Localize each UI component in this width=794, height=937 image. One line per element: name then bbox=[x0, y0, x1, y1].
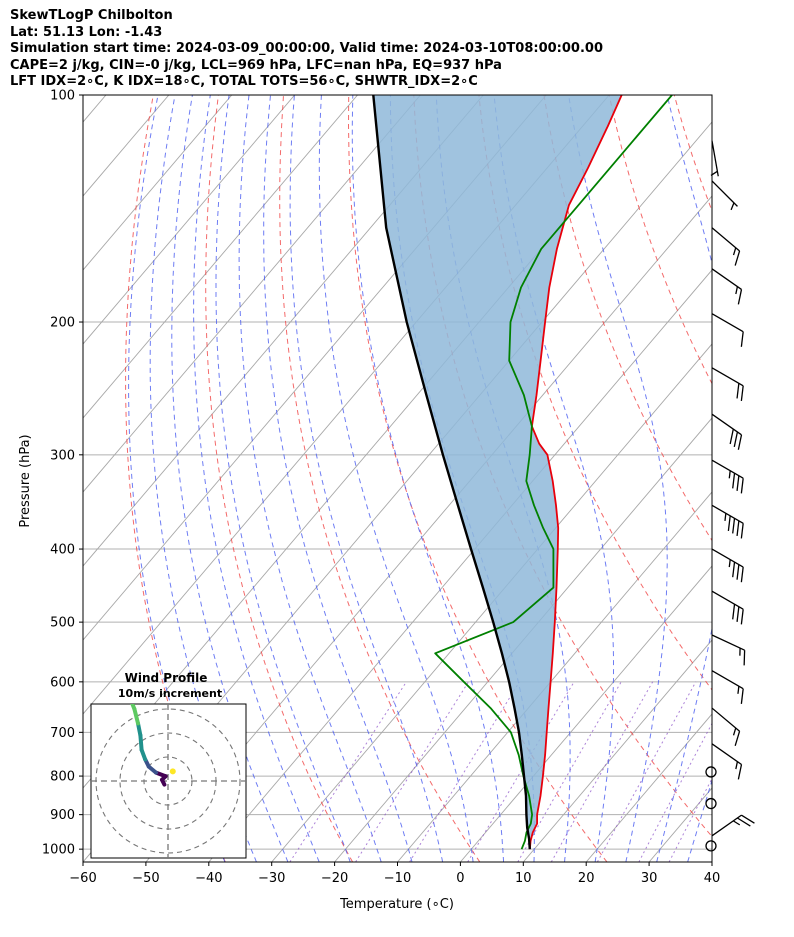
x-tick-label: −30 bbox=[258, 871, 285, 886]
wind-barb bbox=[711, 670, 744, 704]
moist-adiabat bbox=[568, 95, 668, 862]
isotherm-gridline bbox=[585, 713, 712, 862]
isotherm-gridline bbox=[83, 95, 358, 419]
isotherm-gridline bbox=[334, 417, 712, 862]
chart-title: SkewTLogP Chilbolton bbox=[10, 8, 173, 23]
isotherm-gridline bbox=[648, 787, 712, 862]
dry-adiabat bbox=[347, 95, 608, 862]
hodograph-point bbox=[169, 768, 176, 775]
wind-barb bbox=[711, 413, 743, 450]
isotherm-gridline bbox=[83, 95, 295, 345]
mixing-ratio-line bbox=[467, 681, 575, 862]
moist-adiabat bbox=[215, 95, 351, 862]
x-tick-label: −60 bbox=[69, 871, 96, 886]
y-axis-label: Pressure (hPa) bbox=[18, 434, 33, 527]
hodograph-segment bbox=[138, 733, 144, 752]
y-tick-label: 400 bbox=[50, 543, 75, 558]
y-tick-label: 500 bbox=[50, 616, 75, 631]
wind-barb bbox=[711, 743, 743, 780]
wind-barb bbox=[711, 180, 738, 211]
x-tick-label: 10 bbox=[515, 871, 532, 886]
parcel-line: CAPE=2 j/kg, CIN=-0 j/kg, LCL=969 hPa, L… bbox=[10, 57, 502, 73]
wind-barb bbox=[711, 504, 744, 539]
dewpoint-line bbox=[434, 95, 673, 850]
wind-barb bbox=[711, 814, 755, 837]
location-line: Lat: 51.13 Lon: -1.43 bbox=[10, 24, 163, 40]
moist-adiabat bbox=[656, 95, 712, 862]
isotherm-gridline bbox=[83, 95, 107, 123]
isotherm-gridline bbox=[271, 343, 712, 862]
x-tick-label: −50 bbox=[132, 871, 159, 886]
isotherm-gridline bbox=[397, 491, 712, 862]
wind-barb bbox=[711, 707, 741, 746]
x-tick-label: −20 bbox=[321, 871, 348, 886]
moist-adiabat bbox=[171, 95, 289, 862]
mixing-ratio-line bbox=[355, 681, 469, 862]
calm-wind-marker bbox=[705, 797, 717, 810]
wind-barb bbox=[711, 548, 744, 583]
y-tick-label: 800 bbox=[50, 770, 75, 785]
moist-adiabat bbox=[687, 778, 712, 862]
dry-adiabat bbox=[279, 95, 481, 862]
wind-barb bbox=[711, 634, 746, 666]
isotherm-gridline bbox=[83, 95, 484, 567]
moist-adiabat bbox=[263, 95, 413, 862]
dry-adiabat bbox=[739, 95, 794, 862]
wind-barb bbox=[711, 459, 744, 494]
temperature-line bbox=[528, 95, 623, 850]
hodograph-segment bbox=[130, 704, 137, 711]
calm-wind-marker bbox=[705, 840, 717, 852]
y-tick-label: 600 bbox=[50, 675, 75, 690]
dry-adiabat bbox=[543, 95, 712, 542]
x-tick-label: 0 bbox=[456, 871, 464, 886]
wind-profile-title: Wind Profile bbox=[125, 671, 208, 685]
y-tick-label: 700 bbox=[50, 726, 75, 741]
isotherm-gridline bbox=[83, 95, 421, 493]
wind-barb bbox=[711, 268, 743, 305]
parcel-line bbox=[372, 95, 531, 850]
calm-wind-marker bbox=[705, 766, 717, 778]
moist-adiabat bbox=[289, 95, 444, 862]
mixing-ratio-line bbox=[409, 681, 520, 862]
hodograph-segment bbox=[136, 721, 143, 738]
isotherm-gridline bbox=[711, 861, 712, 862]
moist-adiabat bbox=[238, 95, 382, 862]
y-tick-label: 300 bbox=[50, 448, 75, 463]
x-tick-label: 20 bbox=[578, 871, 595, 886]
moist-adiabat bbox=[318, 95, 474, 862]
wind-barb bbox=[711, 227, 741, 266]
y-tick-label: 1000 bbox=[42, 843, 75, 858]
indices-line: LFT IDX=2∘C, K IDX=18∘C, TOTAL TOTS=56∘C… bbox=[10, 74, 478, 89]
cape-shading bbox=[373, 95, 622, 850]
mixing-ratio-line bbox=[668, 777, 712, 862]
moist-adiabat bbox=[193, 95, 320, 862]
isotherm-gridline bbox=[460, 565, 712, 862]
x-tick-label: 30 bbox=[641, 871, 658, 886]
moist-adiabat bbox=[493, 95, 615, 862]
isotherm-gridline bbox=[83, 95, 233, 271]
mixing-ratio-line bbox=[638, 722, 712, 862]
x-tick-label: 40 bbox=[704, 871, 721, 886]
times-line: Simulation start time: 2024-03-09_00:00:… bbox=[10, 41, 603, 56]
moist-adiabat bbox=[719, 95, 794, 862]
y-tick-label: 200 bbox=[50, 316, 75, 331]
y-tick-label: 100 bbox=[50, 89, 75, 104]
x-tick-label: −10 bbox=[384, 871, 411, 886]
wind-barb bbox=[711, 367, 744, 401]
wind-profile-subtitle: 10m/s increment bbox=[118, 687, 222, 700]
x-tick-label: −40 bbox=[195, 871, 222, 886]
wind-barb bbox=[711, 313, 744, 347]
mixing-ratio-line bbox=[550, 681, 654, 862]
wind-profile-inset: Wind Profile 10m/s increment bbox=[90, 671, 247, 859]
chart-header: SkewTLogP Chilbolton Lat: 51.13 Lon: -1.… bbox=[10, 8, 603, 91]
y-tick-label: 900 bbox=[50, 808, 75, 823]
wind-barb bbox=[710, 140, 719, 177]
x-axis-label: Temperature (∘C) bbox=[339, 897, 454, 912]
hodograph-segment bbox=[132, 707, 140, 726]
wind-barb bbox=[711, 590, 744, 625]
moist-adiabat bbox=[351, 95, 504, 862]
